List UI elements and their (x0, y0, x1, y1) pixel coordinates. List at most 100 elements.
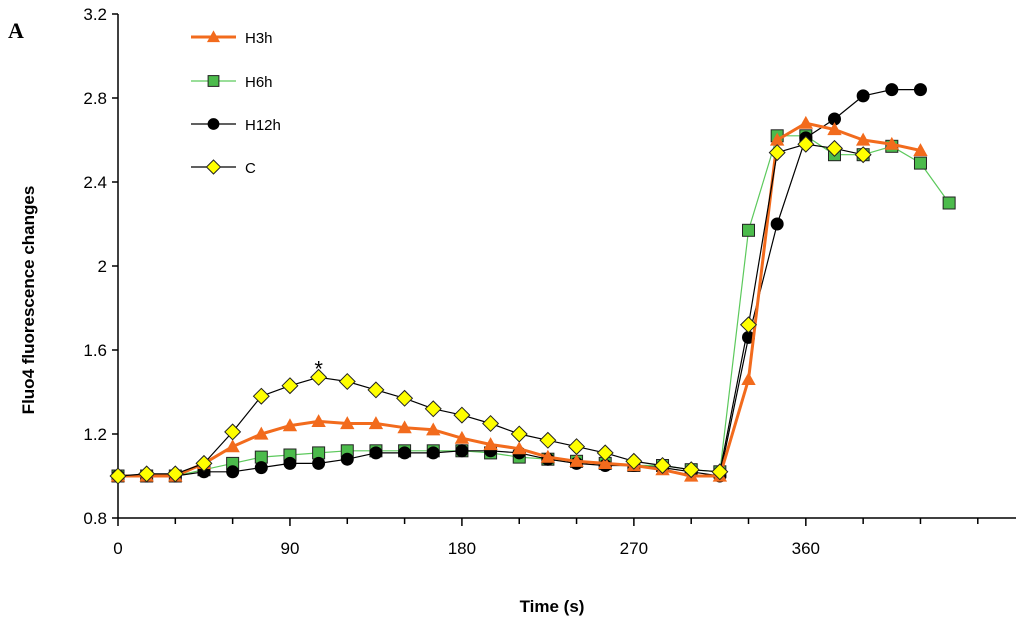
data-point-c (740, 316, 758, 334)
legend: H3h H6h H12h C (191, 30, 281, 177)
x-tick-label: 0 (113, 539, 122, 558)
panel-label: A (8, 18, 24, 43)
data-point-h3h (340, 416, 355, 430)
legend-item-h3h: H3h (191, 30, 273, 47)
data-point-h3h (311, 414, 326, 428)
data-point-h12h (856, 89, 870, 103)
series-line-h6h (118, 135, 950, 477)
data-point-h3h (282, 418, 298, 432)
y-tick-label: 2 (98, 257, 107, 276)
x-axis-title: Time (s) (520, 597, 585, 616)
data-point-h3h (483, 437, 498, 451)
legend-item-h6h: H6h (191, 74, 273, 91)
legend-marker-square (207, 75, 220, 87)
x-tick-label: 270 (620, 539, 648, 558)
data-point-h3h (741, 372, 756, 386)
data-point-h12h (312, 456, 326, 470)
data-point-h3h (225, 439, 240, 453)
data-point-h3h (512, 441, 527, 455)
legend-label: H3h (245, 30, 273, 47)
legend-label: H12h (245, 117, 281, 134)
data-point-c (654, 456, 672, 475)
series-h6h (111, 129, 956, 483)
data-point-h3h (855, 132, 871, 146)
data-point-h12h (455, 444, 469, 458)
legend-marker-diamond (205, 159, 222, 175)
data-point-h12h (340, 452, 354, 466)
data-point-c (854, 146, 872, 164)
data-point-h6h (742, 223, 756, 237)
x-axis: 0 90 180 270 360 (113, 517, 1016, 558)
legend-label: H6h (245, 74, 273, 91)
y-tick-label: 1.6 (83, 341, 107, 360)
data-point-c (797, 135, 815, 153)
data-point-c (539, 431, 557, 449)
data-point-c (396, 389, 414, 407)
data-point-h12h (885, 83, 899, 97)
legend-marker-triangle (206, 30, 221, 43)
data-point-h3h (913, 143, 928, 157)
data-point-h12h (426, 446, 440, 460)
data-point-h3h (426, 422, 441, 436)
x-tick-label: 180 (448, 539, 476, 558)
data-point-h12h (770, 217, 784, 231)
y-tick-label: 1.2 (83, 425, 107, 444)
x-tick-label: 360 (792, 539, 820, 558)
data-point-c (281, 377, 299, 395)
data-point-h12h (226, 465, 240, 479)
y-tick-label: 2.8 (83, 89, 107, 108)
data-point-h3h (884, 136, 899, 150)
data-point-h3h (540, 449, 556, 463)
series-line-h3h (118, 121, 921, 478)
data-point-h12h (913, 83, 927, 97)
data-point-h3h (397, 420, 412, 434)
data-point-h3h (454, 430, 470, 444)
data-point-c (453, 406, 471, 424)
data-point-c (338, 372, 356, 391)
data-point-c (109, 467, 127, 485)
legend-label: C (245, 160, 256, 177)
y-tick-label: 0.8 (83, 509, 107, 528)
data-point-h3h (598, 456, 613, 470)
data-point-h3h (798, 115, 814, 129)
data-point-c (625, 452, 643, 470)
x-tick-label: 90 (280, 539, 299, 558)
legend-item-h12h: H12h (191, 117, 281, 134)
data-point-c (224, 423, 242, 441)
data-point-c (138, 465, 156, 483)
data-point-c (195, 454, 213, 472)
data-point-c (682, 461, 700, 479)
data-point-h12h (398, 446, 412, 460)
y-tick-label: 2.4 (83, 173, 107, 192)
y-axis: 0.8 1.2 1.6 2 2.4 2.8 3.2 (83, 5, 119, 528)
data-point-c (252, 387, 270, 405)
data-point-h12h (254, 461, 268, 475)
data-point-c (768, 144, 786, 162)
data-point-h3h (827, 122, 842, 136)
data-point-c (825, 139, 843, 157)
data-point-c (510, 425, 528, 443)
series-layer (109, 83, 956, 485)
data-point-c (568, 438, 586, 456)
data-point-c (424, 400, 442, 418)
y-axis-title: Fluo4 fluorescence changes (19, 186, 38, 415)
y-tick-label: 3.2 (83, 5, 107, 24)
data-point-c (367, 381, 385, 399)
significance-annotation: * (314, 357, 323, 382)
data-point-c (482, 414, 500, 433)
data-point-c (310, 368, 328, 386)
data-point-h3h (569, 453, 584, 467)
data-point-h6h (942, 196, 956, 210)
legend-marker-circle (207, 118, 220, 130)
data-point-c (166, 465, 184, 483)
data-point-h12h (369, 446, 383, 460)
data-point-h12h (283, 456, 297, 470)
data-point-c (596, 444, 614, 462)
legend-item-c: C (191, 159, 256, 177)
data-point-h3h (368, 416, 384, 430)
data-point-c (711, 463, 729, 481)
series-line-h12h (118, 89, 921, 477)
data-point-h3h (254, 426, 269, 440)
data-point-h6h (913, 156, 927, 170)
